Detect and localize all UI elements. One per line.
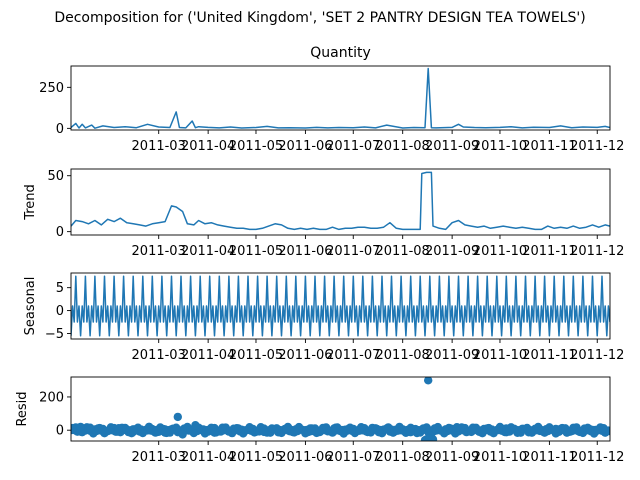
axes-frame — [70, 65, 611, 131]
y-tick-label: 50 — [47, 169, 64, 184]
resid-point — [144, 422, 154, 432]
resid-point — [424, 377, 433, 385]
series-line — [71, 275, 610, 337]
resid-point — [98, 426, 108, 436]
resid-point — [210, 428, 219, 437]
plot-area — [71, 377, 610, 441]
series-line — [71, 171, 610, 231]
x-tick-label: 2011-05 — [229, 348, 283, 363]
x-tick-label: 2011-08 — [376, 139, 430, 154]
resid-point — [259, 427, 269, 437]
resid-point — [331, 423, 340, 432]
resid-point — [178, 430, 187, 439]
x-tick-label: 2011-12 — [570, 450, 624, 465]
x-tick-label: 2011-06 — [278, 450, 332, 465]
x-tick-label: 2011-09 — [425, 244, 479, 259]
x-tick-label: 2011-07 — [326, 348, 380, 363]
panel-quantity: Quantity 02502011-032011-042011-052011-0… — [39, 45, 624, 154]
x-tick-label: 2011-05 — [229, 244, 283, 259]
resid-point — [478, 427, 487, 436]
resid-point — [282, 424, 291, 433]
resid-point — [173, 412, 182, 422]
resid-point — [307, 426, 316, 436]
x-tick-label: 2011-07 — [326, 139, 380, 154]
x-tick-label: 2011-06 — [278, 244, 332, 259]
x-tick-label: 2011-03 — [132, 450, 186, 465]
x-tick-label: 2011-06 — [278, 139, 332, 154]
x-tick-label: 2011-06 — [278, 348, 332, 363]
resid-point — [382, 424, 391, 433]
x-tick-label: 2011-11 — [522, 244, 576, 259]
resid-point — [526, 426, 535, 436]
y-tick-label: 250 — [39, 81, 64, 96]
plot-area — [71, 171, 610, 231]
x-tick-label: 2011-03 — [132, 139, 186, 154]
plot-area — [71, 275, 610, 337]
resid-point — [85, 423, 95, 432]
resid-point — [502, 424, 511, 433]
resid-point — [355, 425, 364, 434]
x-tick-label: 2011-09 — [425, 139, 479, 154]
y-tick-label: 0 — [56, 225, 64, 240]
axes-frame — [70, 168, 611, 236]
y-tick-label: −5 — [45, 327, 64, 342]
x-tick-label: 2011-09 — [425, 450, 479, 465]
resid-point — [575, 427, 584, 437]
resid-point — [551, 424, 560, 434]
panel-resid: Resid 02002011-032011-042011-052011-0620… — [15, 376, 624, 465]
x-tick-label: 2011-07 — [326, 244, 380, 259]
ylabel-trend: Trend — [23, 184, 38, 221]
x-tick-label: 2011-05 — [229, 450, 283, 465]
ylabel-seasonal: Seasonal — [23, 277, 38, 336]
resid-point — [191, 421, 200, 430]
x-tick-label: 2011-08 — [376, 348, 430, 363]
plot-area — [71, 67, 610, 129]
x-tick-label: 2011-08 — [376, 244, 430, 259]
x-tick-label: 2011-03 — [132, 244, 186, 259]
x-tick-label: 2011-04 — [181, 244, 235, 259]
y-tick-label: 0 — [56, 304, 64, 319]
x-tick-label: 2011-12 — [570, 244, 624, 259]
x-tick-label: 2011-03 — [132, 348, 186, 363]
figure-suptitle: Decomposition for ('United Kingdom', 'SE… — [54, 10, 585, 26]
resid-point — [76, 422, 85, 432]
x-tick-label: 2011-04 — [181, 348, 235, 363]
x-tick-label: 2011-09 — [425, 348, 479, 363]
resid-point — [428, 435, 438, 441]
y-tick-label: 0 — [56, 122, 64, 137]
resid-point — [71, 424, 77, 433]
x-tick-label: 2011-12 — [570, 348, 624, 363]
x-tick-label: 2011-07 — [326, 450, 380, 465]
resid-point — [599, 424, 608, 433]
x-tick-label: 2011-11 — [522, 450, 576, 465]
axes-frame — [70, 272, 611, 340]
x-tick-label: 2011-05 — [229, 139, 283, 154]
y-tick-label: 200 — [39, 390, 64, 405]
x-tick-label: 2011-10 — [473, 139, 527, 154]
resid-point — [452, 423, 462, 432]
y-tick-label: 0 — [56, 424, 64, 439]
x-tick-label: 2011-10 — [473, 450, 527, 465]
resid-point — [114, 424, 124, 433]
panel-trend: Trend 0502011-032011-042011-052011-06201… — [23, 168, 624, 259]
x-tick-label: 2011-04 — [181, 139, 235, 154]
panel-seasonal: Seasonal −5052011-032011-042011-052011-0… — [23, 272, 624, 363]
resid-point — [406, 428, 415, 437]
panel-title-quantity: Quantity — [310, 45, 371, 61]
axes-frame — [70, 376, 611, 442]
series-line — [71, 67, 610, 129]
y-tick-label: 5 — [56, 281, 64, 296]
x-tick-label: 2011-11 — [522, 348, 576, 363]
resid-point — [129, 427, 138, 437]
x-tick-label: 2011-10 — [473, 348, 527, 363]
x-tick-label: 2011-04 — [181, 450, 235, 465]
ylabel-resid: Resid — [15, 391, 30, 426]
x-tick-label: 2011-12 — [570, 139, 624, 154]
resid-point — [160, 428, 170, 437]
resid-point — [234, 424, 243, 434]
x-tick-label: 2011-08 — [376, 450, 430, 465]
x-tick-label: 2011-11 — [522, 139, 576, 154]
x-tick-label: 2011-10 — [473, 244, 527, 259]
